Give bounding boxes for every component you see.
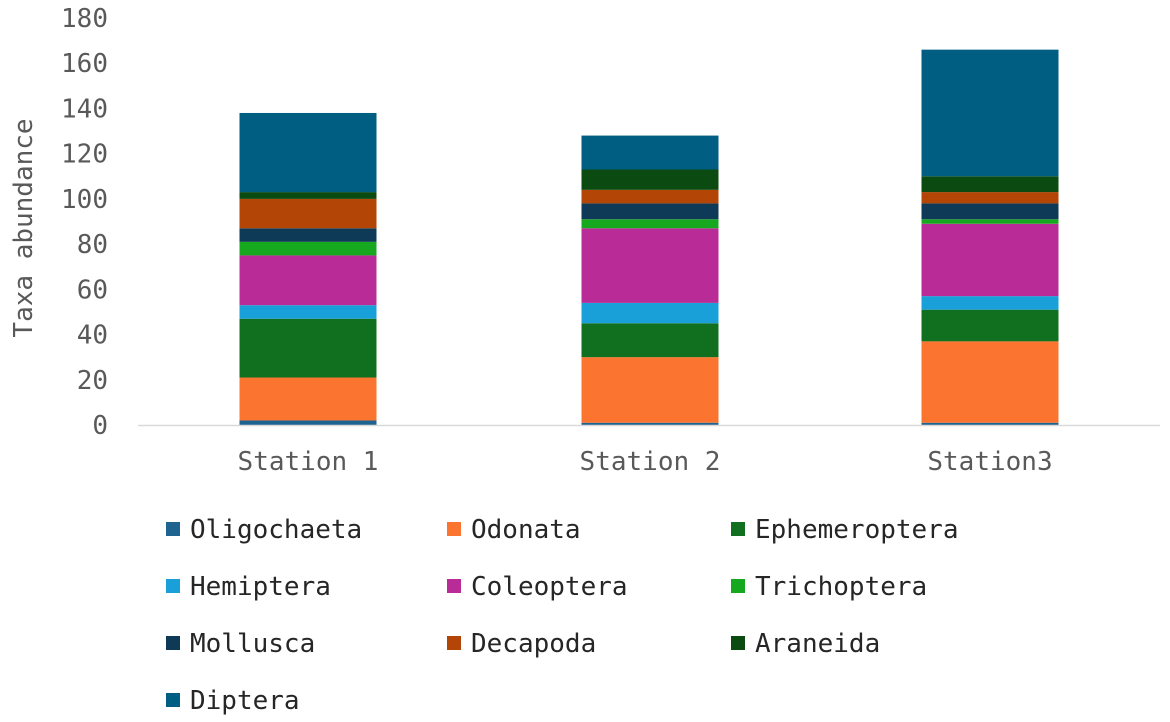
- bar-segment-odonata: [239, 377, 377, 421]
- bar-segment-trichoptera: [239, 241, 377, 256]
- y-tick-label: 60: [77, 275, 108, 305]
- legend-label: Ephemeroptera: [755, 515, 959, 545]
- legend-label: Odonata: [471, 515, 581, 545]
- legend-swatch: [731, 522, 745, 536]
- legend-label: Coleoptera: [471, 572, 628, 602]
- legend-swatch: [731, 636, 745, 650]
- legend-swatch: [166, 636, 180, 650]
- bar-segment-decapoda: [921, 192, 1059, 204]
- y-axis-label: Taxa abundance: [9, 118, 39, 337]
- bar-segment-mollusca: [921, 203, 1059, 220]
- bars: [239, 49, 1059, 425]
- bar-segment-trichoptera: [921, 219, 1059, 224]
- x-category-label: Station 1: [238, 447, 379, 477]
- y-tick-label: 180: [61, 4, 108, 34]
- bar-segment-oligochaeta: [921, 422, 1059, 425]
- legend-label: Decapoda: [471, 629, 596, 659]
- bar-segment-hemiptera: [239, 305, 377, 319]
- y-tick-label: 100: [61, 185, 108, 215]
- bar-segment-hemiptera: [921, 296, 1059, 310]
- y-tick-label: 140: [61, 94, 108, 124]
- bar-segment-araneida: [581, 169, 719, 190]
- x-category-label: Station3: [927, 447, 1052, 477]
- legend-swatch: [447, 579, 461, 593]
- legend-label: Hemiptera: [190, 572, 331, 602]
- bar-segment-diptera: [581, 135, 719, 170]
- legend-swatch: [166, 579, 180, 593]
- bar-segment-ephemeroptera: [921, 309, 1059, 342]
- bar-segment-ephemeroptera: [239, 318, 377, 378]
- legend-label: Diptera: [190, 686, 300, 716]
- bar-segment-mollusca: [239, 228, 377, 242]
- y-axis-ticks: 0 20 40 60 80 100 120 140 160 180: [61, 4, 108, 441]
- bar-segment-decapoda: [581, 189, 719, 204]
- legend-label: Oligochaeta: [190, 515, 362, 545]
- legend-swatch: [447, 522, 461, 536]
- legend-swatch: [447, 636, 461, 650]
- bar-segment-oligochaeta: [239, 420, 377, 425]
- y-tick-label: 20: [77, 366, 108, 396]
- bar-segment-coleoptera: [921, 223, 1059, 297]
- bar-segment-araneida: [921, 176, 1059, 193]
- legend-swatch: [731, 579, 745, 593]
- bar-segment-coleoptera: [239, 255, 377, 306]
- y-tick-label: 120: [61, 140, 108, 170]
- y-tick-label: 40: [77, 321, 108, 351]
- legend-label: Mollusca: [190, 629, 315, 659]
- bar-segment-coleoptera: [581, 228, 719, 303]
- legend: Oligochaeta Odonata Ephemeroptera Hemiptera…: [166, 515, 959, 716]
- legend-label: Araneida: [755, 629, 880, 659]
- y-tick-label: 160: [61, 49, 108, 79]
- y-tick-label: 80: [77, 230, 108, 260]
- bar-segment-araneida: [239, 192, 377, 199]
- bar-segment-oligochaeta: [581, 422, 719, 425]
- legend-swatch: [166, 522, 180, 536]
- bar-segment-diptera: [921, 49, 1059, 177]
- x-category-label: Station 2: [580, 447, 721, 477]
- bar-segment-odonata: [921, 341, 1059, 423]
- legend-label: Trichoptera: [755, 572, 927, 602]
- bar-segment-trichoptera: [581, 219, 719, 229]
- legend-swatch: [166, 693, 180, 707]
- bar-segment-mollusca: [581, 203, 719, 220]
- bar-segment-decapoda: [239, 198, 377, 229]
- bar-segment-odonata: [581, 357, 719, 423]
- y-tick-label: 0: [92, 411, 108, 441]
- bar-segment-diptera: [239, 112, 377, 193]
- x-axis-categories: Station 1 Station 2 Station3: [238, 447, 1053, 477]
- bar-segment-hemiptera: [581, 302, 719, 324]
- bar-segment-ephemeroptera: [581, 323, 719, 358]
